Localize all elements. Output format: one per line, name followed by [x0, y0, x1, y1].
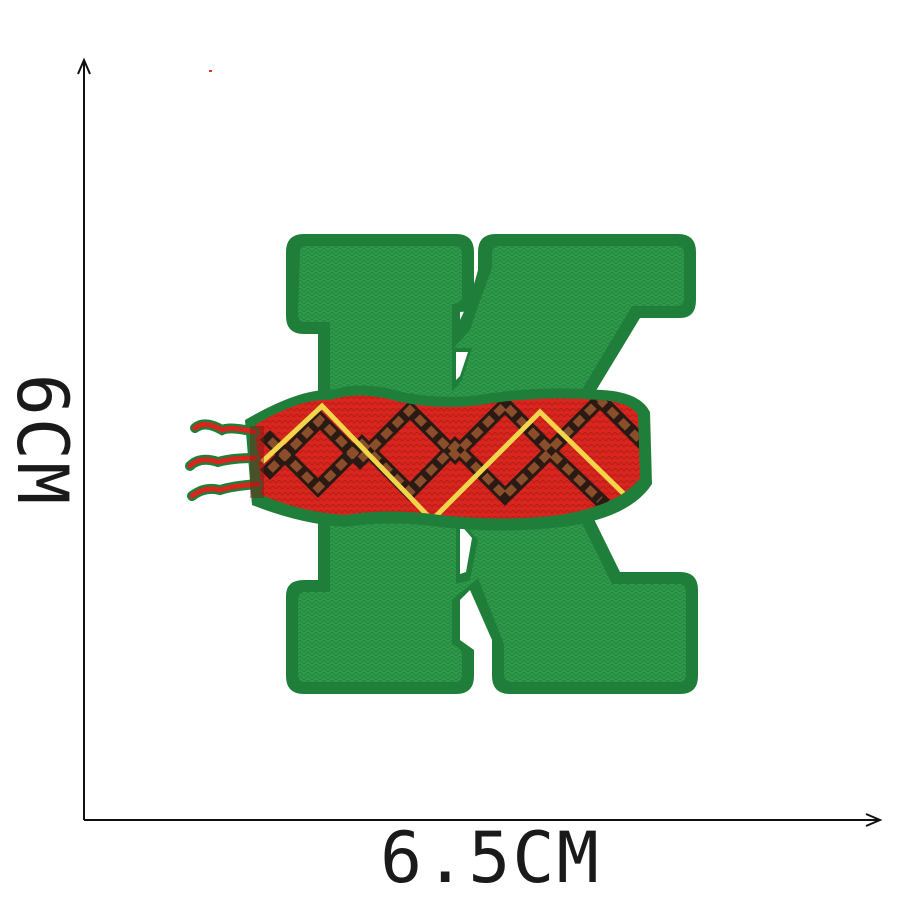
k-inner-cut-top — [456, 352, 468, 380]
zigzag-stitch — [260, 402, 627, 519]
height-dimension-label: 6CM — [1, 373, 83, 507]
stray-mark — [209, 70, 212, 72]
width-dimension-label: 6.5CM — [380, 817, 601, 899]
horizontal-axis — [84, 813, 883, 827]
k-inner-cut-bottom — [460, 524, 472, 574]
scarf — [185, 385, 652, 531]
vertical-axis — [77, 57, 91, 820]
plaid-pattern — [260, 395, 640, 519]
scarf-end-band — [250, 426, 264, 498]
